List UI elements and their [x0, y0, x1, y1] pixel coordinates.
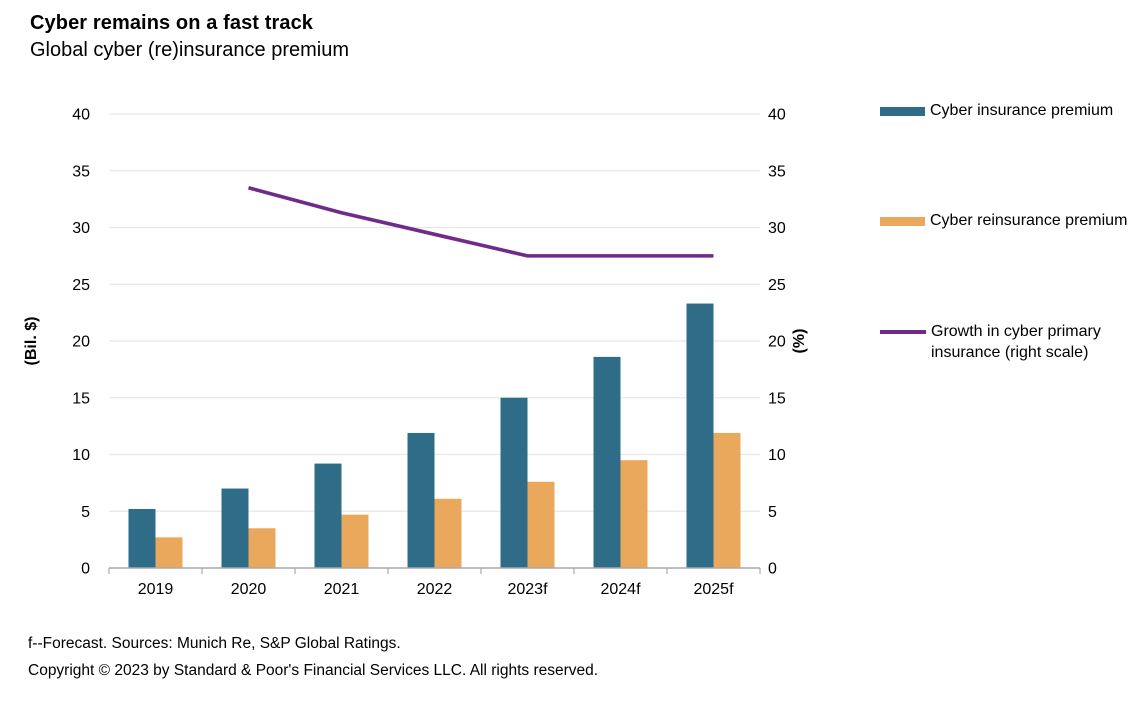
left-axis-tick-label: 25: [72, 277, 90, 294]
growth-line: [248, 186, 714, 258]
left-axis-tick-label: 40: [72, 107, 90, 124]
legend-item-cyber-insurance: Cyber insurance premium: [880, 100, 1130, 121]
legend-label-cyber-reinsurance: Cyber reinsurance premium: [930, 212, 1128, 229]
chart-title: Cyber remains on a fast track: [30, 12, 314, 34]
legend-label-cyber-insurance: Cyber insurance premium: [930, 102, 1114, 119]
right-axis-tick-label: 10: [768, 447, 786, 464]
x-axis-category-label: 2022: [417, 581, 453, 598]
footnote-sources: f--Forecast. Sources: Munich Re, S&P Glo…: [28, 635, 401, 652]
bar-cyber-insurance-premium-2021: [314, 463, 342, 568]
right-axis-tick-label: 15: [768, 390, 786, 407]
right-axis-tick-label: 0: [768, 561, 777, 578]
x-axis-category-label: 2024f: [600, 581, 641, 598]
x-axis-category-label: 2019: [138, 581, 174, 598]
bar-cyber-insurance-premium-2022: [407, 432, 435, 568]
bar-cyber-reinsurance-premium-2022: [434, 498, 462, 568]
bar-cyber-insurance-premium-2024f: [593, 356, 621, 568]
bar-cyber-reinsurance-premium-2019: [155, 537, 183, 568]
bar-cyber-reinsurance-premium-2025f: [713, 432, 741, 568]
left-axis-tick-label: 35: [72, 163, 90, 180]
x-axis-category-label: 2023f: [507, 581, 548, 598]
x-axis-category-label: 2021: [324, 581, 360, 598]
right-axis-tick-label: 40: [768, 107, 786, 124]
left-axis-tick-label: 0: [81, 561, 90, 578]
bar-cyber-reinsurance-premium-2024f: [620, 460, 648, 568]
right-axis-tick-label: 30: [768, 220, 786, 237]
legend-item-growth-line: Growth in cyber primary insurance (right…: [880, 321, 1131, 363]
bar-cyber-reinsurance-premium-2023f: [527, 481, 555, 568]
right-axis-tick-label: 25: [768, 277, 786, 294]
bar-cyber-reinsurance-premium-2021: [341, 514, 369, 568]
bar-cyber-reinsurance-premium-2020: [248, 528, 276, 568]
left-axis-tick-label: 10: [72, 447, 90, 464]
left-axis-tick-label: 20: [72, 334, 90, 351]
right-axis-tick-label: 35: [768, 163, 786, 180]
right-axis-tick-label: 20: [768, 334, 786, 351]
left-axis-title: (Bil. $): [23, 317, 40, 366]
left-axis-tick-label: 5: [81, 504, 90, 521]
legend-item-cyber-reinsurance: Cyber reinsurance premium: [880, 210, 1130, 231]
bar-cyber-insurance-premium-2023f: [500, 397, 528, 568]
x-axis-category-label: 2025f: [693, 581, 734, 598]
left-axis-tick-label: 30: [72, 220, 90, 237]
chart-subtitle: Global cyber (re)insurance premium: [30, 39, 350, 61]
bar-cyber-insurance-premium-2020: [221, 488, 249, 568]
cyber-insurance-swatch-icon: [880, 107, 925, 116]
cyber-reinsurance-swatch-icon: [880, 217, 925, 226]
footnote-copyright: Copyright © 2023 by Standard & Poor's Fi…: [28, 662, 599, 679]
right-axis-tick-label: 5: [768, 504, 777, 521]
left-axis-tick-label: 15: [72, 390, 90, 407]
bar-cyber-insurance-premium-2019: [128, 508, 156, 568]
right-axis-title: (%): [791, 329, 808, 354]
legend-label-growth-line: Growth in cyber primary insurance (right…: [931, 323, 1101, 361]
bar-cyber-insurance-premium-2025f: [686, 303, 714, 568]
growth-line-swatch-icon: [880, 330, 926, 334]
x-axis-category-label: 2020: [231, 581, 267, 598]
